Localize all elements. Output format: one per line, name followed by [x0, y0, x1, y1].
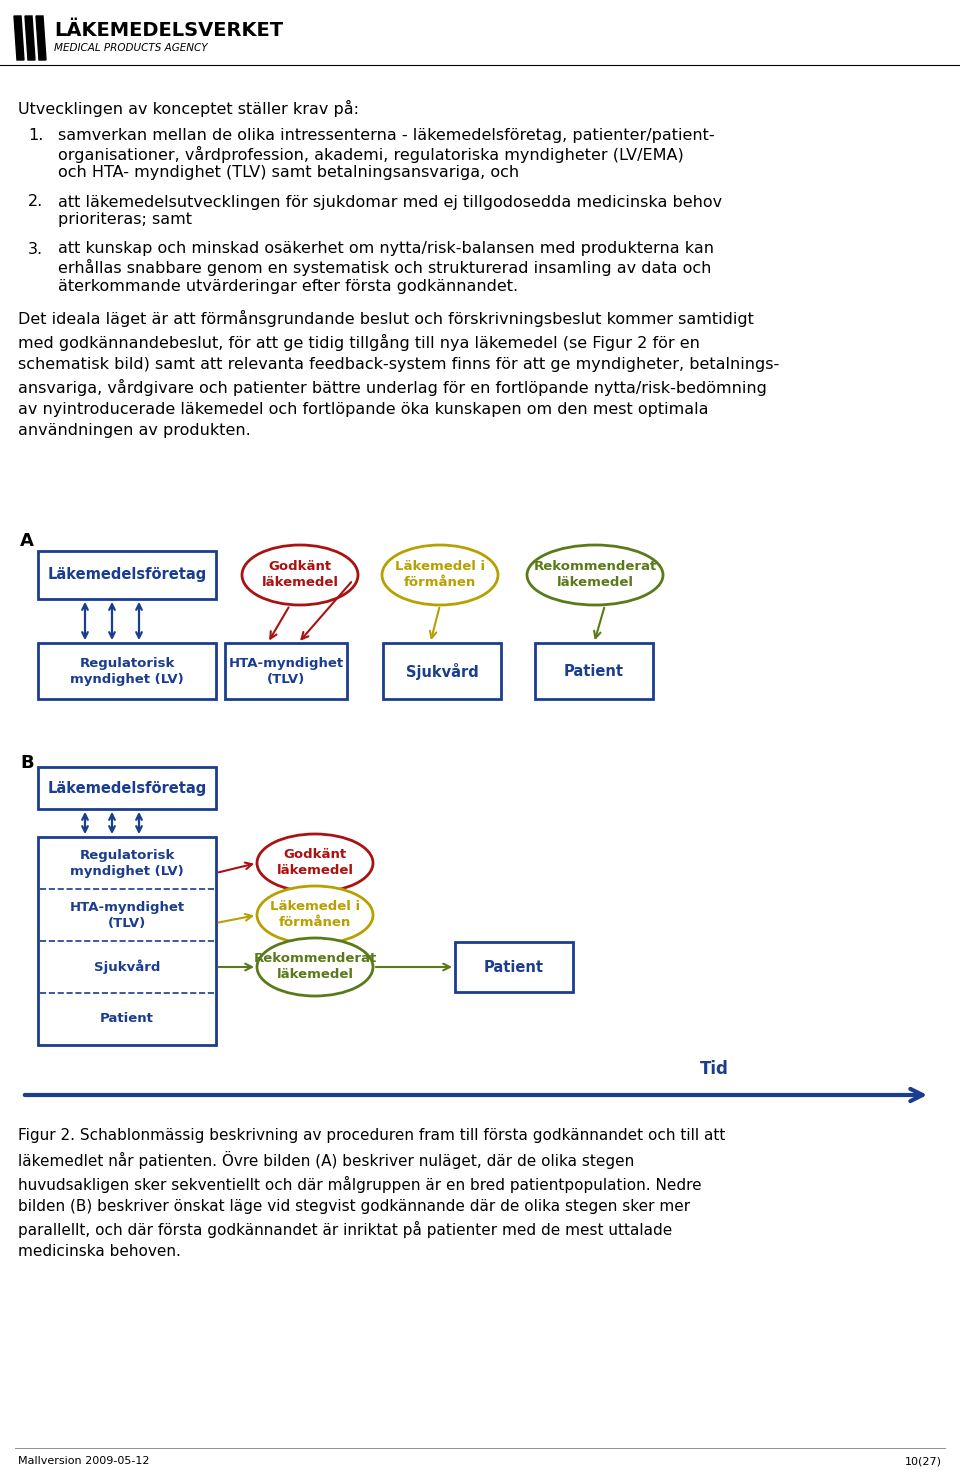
Text: A: A	[20, 532, 34, 550]
Text: 2.: 2.	[28, 194, 43, 209]
Text: att kunskap och minskad osäkerhet om nytta/risk-balansen med produkterna kan
erh: att kunskap och minskad osäkerhet om nyt…	[58, 242, 714, 294]
Text: MEDICAL PRODUCTS AGENCY: MEDICAL PRODUCTS AGENCY	[54, 43, 207, 53]
Text: Rekommenderat
läkemedel: Rekommenderat läkemedel	[534, 561, 657, 590]
Text: Sjukvård: Sjukvård	[94, 960, 160, 974]
Ellipse shape	[527, 544, 663, 605]
Text: B: B	[20, 753, 34, 773]
Ellipse shape	[257, 833, 373, 891]
Text: Läkemedelsföretag: Läkemedelsföretag	[47, 568, 206, 583]
Text: Läkemedel i
förmånen: Läkemedel i förmånen	[395, 561, 485, 590]
Ellipse shape	[257, 939, 373, 997]
Text: Det ideala läget är att förmånsgrundande beslut och förskrivningsbeslut kommer s: Det ideala läget är att förmånsgrundande…	[18, 310, 780, 437]
FancyBboxPatch shape	[535, 644, 653, 698]
Text: Regulatorisk
myndighet (LV): Regulatorisk myndighet (LV)	[70, 657, 184, 685]
Text: Patient: Patient	[564, 663, 624, 679]
Text: HTA-myndighet
(TLV): HTA-myndighet (TLV)	[228, 657, 344, 685]
Text: HTA-myndighet
(TLV): HTA-myndighet (TLV)	[69, 900, 184, 930]
Polygon shape	[36, 16, 46, 59]
FancyBboxPatch shape	[38, 644, 216, 698]
FancyBboxPatch shape	[455, 942, 573, 992]
Polygon shape	[14, 16, 24, 59]
Text: att läkemedelsutvecklingen för sjukdomar med ej tillgodosedda medicinska behov
p: att läkemedelsutvecklingen för sjukdomar…	[58, 194, 722, 227]
Text: Regulatorisk
myndighet (LV): Regulatorisk myndighet (LV)	[70, 848, 184, 878]
Text: 3.: 3.	[28, 242, 43, 257]
Ellipse shape	[242, 544, 358, 605]
Text: Patient: Patient	[100, 1013, 154, 1026]
Text: Mallversion 2009-05-12: Mallversion 2009-05-12	[18, 1456, 150, 1467]
Text: LÄKEMEDELSVERKET: LÄKEMEDELSVERKET	[54, 21, 283, 40]
Polygon shape	[25, 16, 35, 59]
Text: Godkänt
läkemedel: Godkänt läkemedel	[261, 561, 339, 590]
FancyBboxPatch shape	[383, 644, 501, 698]
Text: Tid: Tid	[700, 1060, 729, 1078]
Text: 1.: 1.	[28, 128, 43, 142]
Text: Patient: Patient	[484, 960, 544, 974]
FancyBboxPatch shape	[225, 644, 347, 698]
Text: Godkänt
läkemedel: Godkänt läkemedel	[276, 848, 353, 878]
Text: Sjukvård: Sjukvård	[406, 663, 478, 679]
Text: Rekommenderat
läkemedel: Rekommenderat läkemedel	[253, 952, 376, 982]
Text: Läkemedel i
förmånen: Läkemedel i förmånen	[270, 900, 360, 930]
Ellipse shape	[382, 544, 498, 605]
Text: samverkan mellan de olika intressenterna - läkemedelsföretag, patienter/patient-: samverkan mellan de olika intressenterna…	[58, 128, 714, 181]
FancyBboxPatch shape	[38, 836, 216, 1046]
FancyBboxPatch shape	[38, 552, 216, 599]
Text: Utvecklingen av konceptet ställer krav på:: Utvecklingen av konceptet ställer krav p…	[18, 99, 359, 117]
Text: Figur 2. Schablonmässig beskrivning av proceduren fram till första godkännandet : Figur 2. Schablonmässig beskrivning av p…	[18, 1129, 726, 1259]
Text: 10(27): 10(27)	[905, 1456, 942, 1467]
FancyBboxPatch shape	[38, 767, 216, 810]
Text: Läkemedelsföretag: Läkemedelsföretag	[47, 780, 206, 795]
Ellipse shape	[257, 885, 373, 945]
